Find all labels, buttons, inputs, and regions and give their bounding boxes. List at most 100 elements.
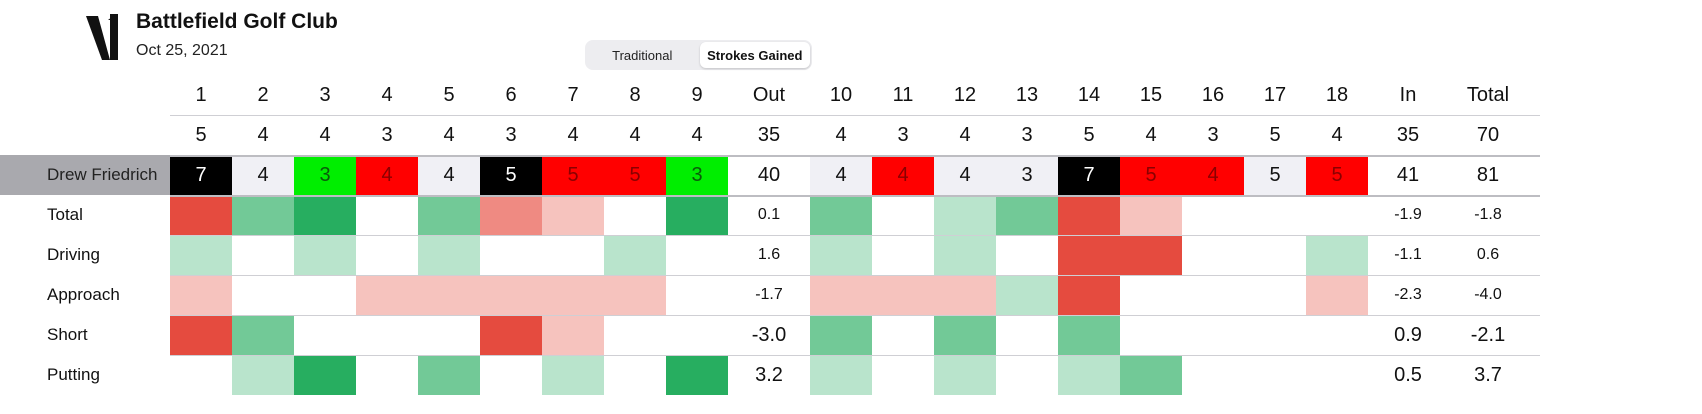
hole-number: 18 — [1325, 83, 1349, 106]
sg-heat-cell — [934, 275, 996, 315]
sg-heat-cell — [1306, 315, 1368, 355]
player-hole-score: 4 — [872, 155, 934, 195]
player-name[interactable]: Drew Friedrich — [0, 155, 170, 195]
par-value: 4 — [443, 123, 455, 146]
row-divider — [170, 155, 1540, 157]
sg-out-value: 3.2 — [755, 363, 783, 386]
player-hole-score: 4 — [418, 155, 480, 195]
sg-heat-cell — [996, 195, 1058, 235]
sg-heat-cell — [356, 235, 418, 275]
sg-heat-cell — [1244, 315, 1306, 355]
toggle-strokes-gained[interactable]: Strokes Gained — [699, 42, 810, 68]
sg-heat-cell — [872, 315, 934, 355]
sg-total-value: -1.8 — [1474, 206, 1502, 223]
par-value: 4 — [1331, 123, 1343, 146]
player-hole-score: 3 — [294, 155, 356, 195]
sg-heat-cell — [232, 195, 294, 235]
hole-number: 5 — [443, 83, 455, 106]
sg-heat-cell — [872, 235, 934, 275]
sg-heat-cell — [1244, 275, 1306, 315]
row-divider — [170, 315, 1540, 316]
club-name: Battlefield Golf Club — [136, 10, 338, 33]
sg-heat-cell — [542, 275, 604, 315]
sg-heat-cell — [1120, 315, 1182, 355]
sg-heat-cell — [1058, 275, 1120, 315]
sg-total-value: -4.0 — [1474, 286, 1502, 303]
sg-in-value: -1.9 — [1394, 206, 1422, 223]
sg-heat-cell — [1306, 235, 1368, 275]
sg-heat-cell — [1244, 355, 1306, 395]
player-hole-score: 4 — [1182, 155, 1244, 195]
par-value: 5 — [1083, 123, 1095, 146]
row-divider — [170, 195, 1540, 197]
sg-heat-cell — [604, 195, 666, 235]
sg-heat-cell — [934, 315, 996, 355]
sg-heat-cell — [872, 355, 934, 395]
player-hole-score: 4 — [232, 155, 294, 195]
hole-number: 9 — [691, 83, 703, 106]
sg-row-approach: Approach -1.7 -2.3 -4.0 — [0, 275, 1540, 315]
sg-out-value: -1.7 — [755, 286, 783, 303]
sg-row-total: Total 0.1 -1.9 -1.8 — [0, 195, 1540, 235]
hole-number: Out — [752, 83, 786, 106]
sg-heat-cell — [1306, 355, 1368, 395]
hole-number: 11 — [892, 83, 914, 106]
sg-heat-cell — [480, 275, 542, 315]
sg-heat-cell — [666, 235, 728, 275]
sg-heat-cell — [872, 195, 934, 235]
player-hole-score: 5 — [1244, 155, 1306, 195]
par-value: 4 — [567, 123, 579, 146]
player-hole-score: 4 — [356, 155, 418, 195]
sg-heat-cell — [1120, 355, 1182, 395]
sg-heat-cell — [356, 275, 418, 315]
sg-heat-cell — [810, 315, 872, 355]
row-divider — [170, 355, 1540, 356]
sg-heat-cell — [872, 275, 934, 315]
sg-heat-cell — [666, 195, 728, 235]
hole-number: 17 — [1263, 83, 1287, 106]
sg-heat-cell — [418, 195, 480, 235]
sg-heat-cell — [418, 315, 480, 355]
sg-in-value: -2.3 — [1394, 286, 1422, 303]
sg-heat-cell — [542, 195, 604, 235]
sg-heat-cell — [1058, 235, 1120, 275]
sg-heat-cell — [480, 195, 542, 235]
sg-heat-cell — [542, 355, 604, 395]
sg-heat-cell — [1182, 235, 1244, 275]
sg-heat-cell — [666, 355, 728, 395]
player-hole-score: 4 — [934, 155, 996, 195]
sg-heat-cell — [1120, 195, 1182, 235]
par-value: 35 — [1396, 123, 1420, 146]
player-hole-score: 41 — [1396, 163, 1420, 186]
sg-heat-cell — [542, 315, 604, 355]
par-value: 4 — [959, 123, 971, 146]
row-divider — [170, 115, 1540, 116]
player-hole-score: 5 — [542, 155, 604, 195]
sg-heat-cell — [666, 315, 728, 355]
sg-heat-cell — [480, 315, 542, 355]
par-row: 5 4 4 3 4 3 4 4 4 35 4 3 4 3 5 4 3 5 4 35 70 — [0, 115, 1540, 155]
sg-heat-cell — [996, 315, 1058, 355]
player-hole-score: 5 — [1120, 155, 1182, 195]
sg-heat-cell — [810, 355, 872, 395]
hole-number: 13 — [1015, 83, 1039, 106]
player-hole-score: 3 — [666, 155, 728, 195]
par-value: 35 — [757, 123, 781, 146]
sg-heat-cell — [232, 235, 294, 275]
sg-heat-cell — [1182, 315, 1244, 355]
sg-in-value: -1.1 — [1394, 246, 1422, 263]
par-value: 3 — [1207, 123, 1219, 146]
sg-in-value: 0.5 — [1394, 363, 1422, 386]
sg-heat-cell — [542, 235, 604, 275]
sg-heat-cell — [1058, 195, 1120, 235]
toggle-traditional[interactable]: Traditional — [612, 47, 673, 63]
sg-heat-cell — [1244, 235, 1306, 275]
hole-number: In — [1399, 83, 1417, 106]
sg-category-label: Driving — [47, 245, 100, 264]
sg-heat-cell — [934, 195, 996, 235]
sg-heat-cell — [418, 355, 480, 395]
sg-heat-cell — [418, 235, 480, 275]
sg-out-value: -3.0 — [751, 323, 787, 346]
sg-heat-cell — [1306, 275, 1368, 315]
hole-number: 2 — [257, 83, 269, 106]
